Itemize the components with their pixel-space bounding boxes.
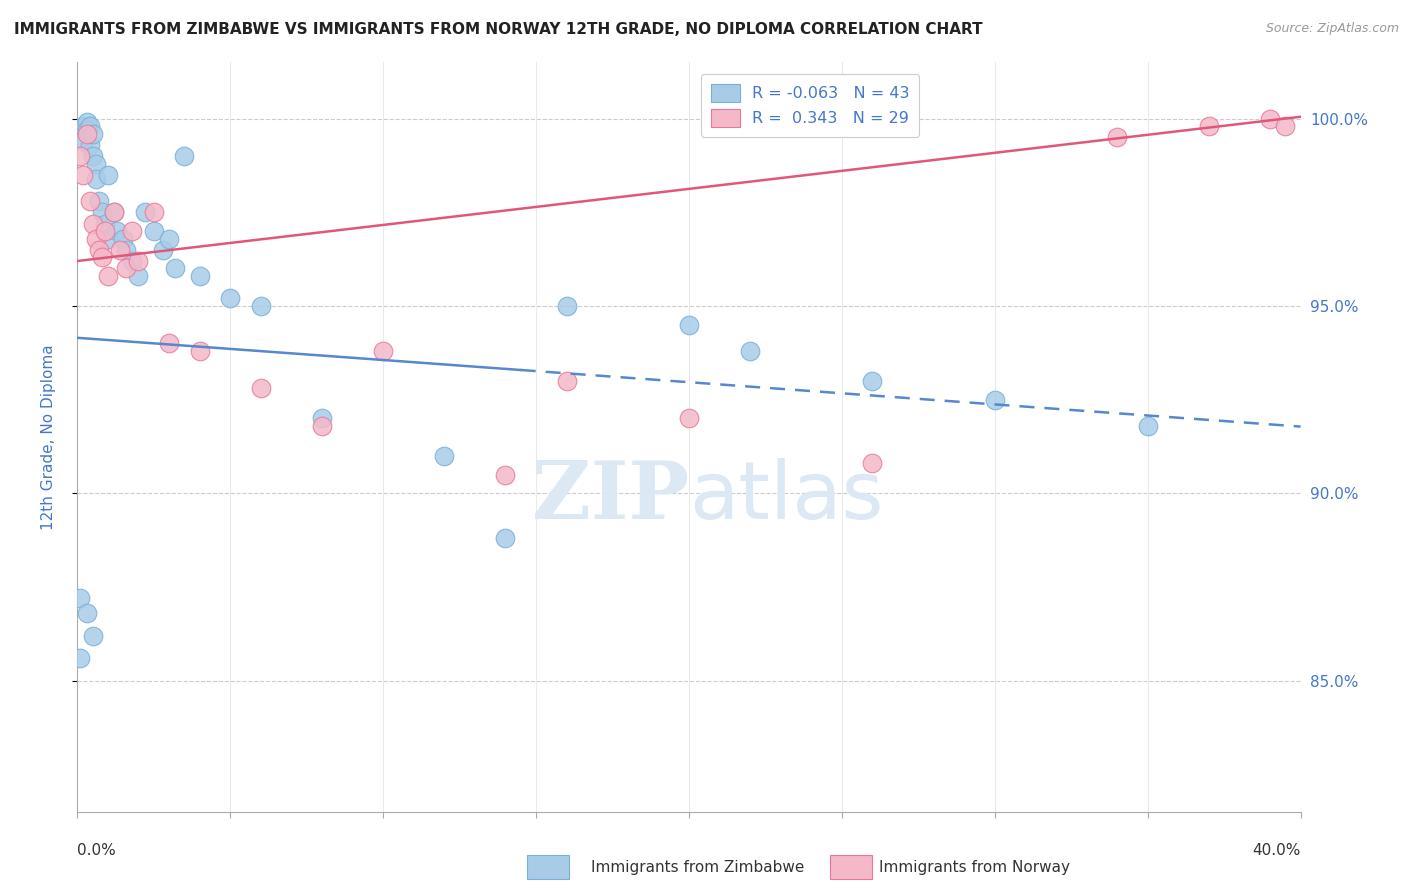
Point: [862, 374, 884, 388]
Point: [250, 299, 273, 313]
Legend: R = -0.063   N = 43, R =  0.343   N = 29: R = -0.063 N = 43, R = 0.343 N = 29: [702, 74, 920, 136]
Point: [157, 231, 180, 245]
Point: [121, 254, 143, 268]
Point: [94, 224, 117, 238]
Point: [142, 224, 165, 238]
Point: [79, 194, 101, 208]
Text: 0.0%: 0.0%: [77, 843, 117, 858]
Point: [128, 268, 150, 283]
Point: [97, 168, 120, 182]
Point: [105, 224, 128, 238]
Point: [1198, 119, 1220, 133]
Point: [76, 127, 98, 141]
Point: [862, 456, 884, 470]
Point: [157, 336, 180, 351]
Point: [1136, 418, 1159, 433]
Point: [495, 531, 517, 545]
Point: [984, 392, 1007, 407]
Point: [108, 243, 131, 257]
Point: [371, 343, 394, 358]
Point: [97, 268, 120, 283]
Point: [103, 205, 125, 219]
Text: IMMIGRANTS FROM ZIMBABWE VS IMMIGRANTS FROM NORWAY 12TH GRADE, NO DIPLOMA CORREL: IMMIGRANTS FROM ZIMBABWE VS IMMIGRANTS F…: [14, 22, 983, 37]
Point: [90, 250, 112, 264]
Point: [115, 261, 138, 276]
Text: Immigrants from Zimbabwe: Immigrants from Zimbabwe: [591, 860, 804, 874]
Point: [219, 292, 242, 306]
Point: [87, 194, 110, 208]
Text: Immigrants from Norway: Immigrants from Norway: [879, 860, 1070, 874]
Text: atlas: atlas: [689, 458, 883, 536]
Point: [103, 205, 125, 219]
Point: [76, 115, 98, 129]
Point: [84, 231, 107, 245]
Point: [433, 449, 456, 463]
Point: [82, 217, 104, 231]
Point: [76, 606, 98, 620]
Point: [173, 149, 195, 163]
Point: [115, 243, 138, 257]
Point: [82, 149, 104, 163]
Point: [84, 171, 107, 186]
Point: [1107, 130, 1129, 145]
Point: [555, 374, 578, 388]
Point: [87, 243, 110, 257]
Point: [134, 205, 156, 219]
Point: [69, 591, 91, 606]
Point: [1274, 119, 1296, 133]
Point: [112, 231, 135, 245]
Text: 40.0%: 40.0%: [1253, 843, 1301, 858]
Point: [152, 243, 174, 257]
Point: [72, 134, 94, 148]
Point: [142, 205, 165, 219]
Point: [82, 127, 104, 141]
Point: [79, 137, 101, 152]
Point: [94, 217, 117, 231]
Point: [69, 651, 91, 665]
Point: [90, 205, 112, 219]
Point: [76, 123, 98, 137]
Point: [97, 231, 120, 245]
Point: [128, 254, 150, 268]
Point: [84, 156, 107, 170]
Point: [311, 418, 333, 433]
Point: [79, 119, 101, 133]
Text: ZIP: ZIP: [531, 458, 689, 536]
Point: [678, 411, 700, 425]
Point: [72, 168, 94, 182]
Point: [740, 343, 762, 358]
Point: [678, 318, 700, 332]
Point: [121, 224, 143, 238]
Point: [72, 119, 94, 133]
Text: Source: ZipAtlas.com: Source: ZipAtlas.com: [1265, 22, 1399, 36]
Point: [188, 343, 211, 358]
Point: [495, 467, 517, 482]
Point: [165, 261, 187, 276]
Point: [555, 299, 578, 313]
Point: [82, 629, 104, 643]
Y-axis label: 12th Grade, No Diploma: 12th Grade, No Diploma: [42, 344, 56, 530]
Point: [69, 149, 91, 163]
Point: [1258, 112, 1281, 126]
Point: [250, 381, 273, 395]
Point: [188, 268, 211, 283]
Point: [311, 411, 333, 425]
